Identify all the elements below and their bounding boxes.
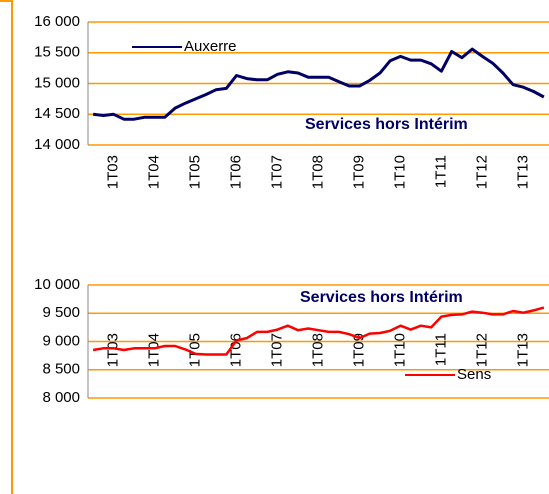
x-tick-label: 1T07 bbox=[268, 333, 285, 367]
x-tick-label: 1T06 bbox=[228, 333, 245, 367]
y-tick-label: 8 000 bbox=[42, 389, 80, 406]
y-tick-label: 15 000 bbox=[34, 74, 80, 91]
legend-label: Sens bbox=[457, 366, 491, 383]
x-tick-label: 1T12 bbox=[473, 155, 490, 189]
y-tick-label: 9 000 bbox=[42, 332, 80, 349]
series-line bbox=[92, 47, 545, 121]
x-tick-label: 1T11 bbox=[432, 333, 449, 366]
x-tick-label: 1T09 bbox=[350, 155, 367, 189]
annotation: Services hors Intérim bbox=[300, 289, 463, 306]
x-tick-label: 1T09 bbox=[350, 333, 367, 367]
x-tick-label: 1T13 bbox=[514, 155, 531, 189]
y-tick-label: 8 500 bbox=[42, 361, 80, 378]
x-tick-label: 1T06 bbox=[228, 155, 245, 189]
y-tick-label: 14 000 bbox=[34, 136, 80, 153]
x-tick-label: 1T11 bbox=[432, 155, 449, 188]
x-tick-label: 1T13 bbox=[514, 333, 531, 367]
x-tick-label: 1T03 bbox=[105, 333, 122, 367]
x-tick-label: 1T12 bbox=[473, 333, 490, 367]
x-tick-label: 1T07 bbox=[268, 155, 285, 189]
x-tick-label: 1T10 bbox=[391, 333, 408, 367]
x-tick-label: 1T04 bbox=[146, 155, 163, 189]
series-line bbox=[92, 306, 545, 356]
y-tick-label: 15 500 bbox=[34, 44, 80, 61]
x-tick-label: 1T05 bbox=[187, 333, 204, 367]
y-tick-label: 16 000 bbox=[34, 13, 80, 30]
x-tick-label: 1T03 bbox=[105, 155, 122, 189]
x-tick-label: 1T04 bbox=[146, 333, 163, 367]
x-tick-label: 1T08 bbox=[309, 333, 326, 367]
x-tick-label: 1T08 bbox=[309, 155, 326, 189]
y-tick-label: 10 000 bbox=[34, 276, 80, 293]
legend-label: Auxerre bbox=[184, 38, 237, 55]
y-tick-label: 9 500 bbox=[42, 304, 80, 321]
y-tick-label: 14 500 bbox=[34, 105, 80, 122]
x-tick-label: 1T10 bbox=[391, 155, 408, 189]
annotation: Services hors Intérim bbox=[305, 116, 468, 133]
x-tick-label: 1T05 bbox=[187, 155, 204, 189]
